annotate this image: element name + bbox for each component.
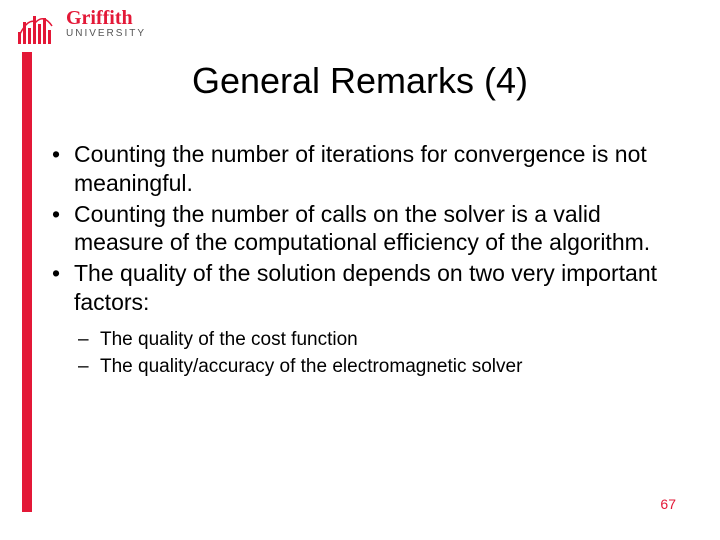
bullet-item: Counting the number of iterations for co…	[48, 140, 680, 198]
logo-area: Griffith UNIVERSITY	[18, 8, 146, 44]
vertical-accent-bar	[22, 52, 32, 512]
sub-bullet-list: The quality of the cost function The qua…	[48, 327, 680, 380]
logo-sub-text: UNIVERSITY	[66, 29, 146, 39]
logo-main-text: Griffith	[66, 8, 146, 28]
main-bullet-list: Counting the number of iterations for co…	[48, 140, 680, 317]
page-number: 67	[660, 496, 676, 512]
logo-text: Griffith UNIVERSITY	[66, 8, 146, 39]
sub-bullet-item: The quality of the cost function	[48, 327, 680, 353]
bullet-item: The quality of the solution depends on t…	[48, 259, 680, 317]
bullet-item: Counting the number of calls on the solv…	[48, 200, 680, 258]
slide-title: General Remarks (4)	[0, 60, 720, 102]
sub-bullet-item: The quality/accuracy of the electromagne…	[48, 354, 680, 380]
griffith-logo-icon	[18, 8, 60, 44]
content-area: Counting the number of iterations for co…	[48, 140, 680, 382]
